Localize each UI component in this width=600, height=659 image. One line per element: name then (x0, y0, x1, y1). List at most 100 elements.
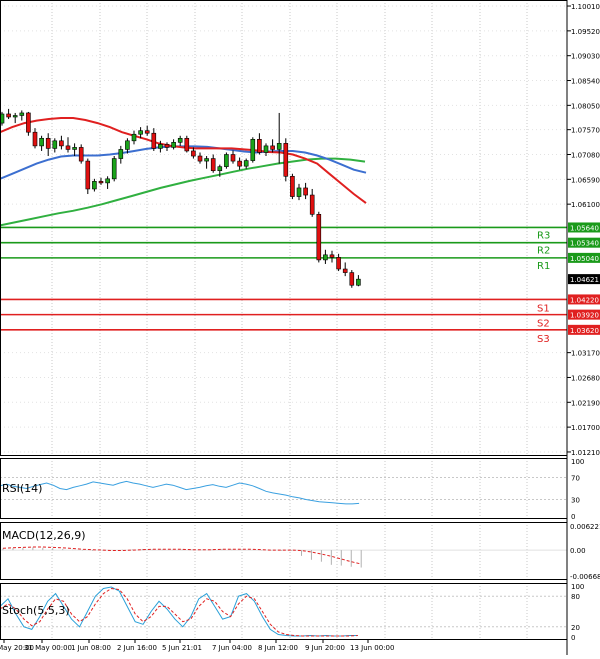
candle-body[interactable] (105, 178, 110, 184)
grid (0, 0, 567, 639)
candle-body[interactable] (263, 145, 269, 153)
price-tick-label: 1.09030 (571, 53, 600, 61)
candle-body[interactable] (250, 139, 256, 161)
candle-body[interactable] (283, 143, 289, 177)
macd-tick-label: 0.00 (570, 547, 586, 555)
stoch-tick-label: 80 (571, 593, 580, 601)
level-price-box (568, 294, 600, 305)
price-tick-label: 1.06100 (571, 201, 600, 209)
price-tick-label: 1.09520 (571, 28, 600, 36)
level-name-s1: S1 (537, 303, 550, 314)
candle-body[interactable] (59, 140, 64, 147)
candle-body[interactable] (342, 268, 348, 273)
candle-body[interactable] (276, 143, 282, 150)
moving-averages (0, 117, 367, 227)
macd-label: MACD(12,26,9) (2, 529, 86, 542)
candles[interactable] (0, 108, 361, 288)
candle-body[interactable] (164, 144, 170, 148)
macd-tick-label: 0.006221 (570, 523, 600, 531)
candle-body[interactable] (0, 113, 5, 124)
candle-body[interactable] (329, 254, 335, 258)
time-tick-label: 1 Jun 08:00 (71, 644, 111, 652)
candle-body[interactable] (12, 115, 18, 118)
time-tick-label: 2 Jun 16:00 (117, 644, 157, 652)
candle-body[interactable] (323, 254, 328, 261)
candle-body[interactable] (217, 166, 223, 172)
time-tick-label: 9 Jun 20:00 (305, 644, 345, 652)
candle-body[interactable] (184, 137, 190, 152)
candle-body[interactable] (270, 145, 275, 150)
candle-body[interactable] (316, 213, 322, 261)
candle-body[interactable] (85, 160, 91, 190)
candle-body[interactable] (204, 158, 209, 162)
rsi-panel[interactable] (0, 458, 567, 518)
level-price-box (568, 237, 600, 248)
time-tick-label: 5 Jun 21:01 (162, 644, 202, 652)
price-tick-label: 1.02190 (571, 399, 600, 407)
candle-body[interactable] (158, 144, 163, 149)
candle-body[interactable] (39, 137, 44, 147)
time-tick-label: 13 Jun 00:00 (350, 644, 394, 652)
level-name-r3: R3 (537, 230, 550, 241)
level-name-r1: R1 (537, 261, 550, 272)
rsi-tick-label: 30 (571, 497, 580, 505)
candle-body[interactable] (151, 132, 157, 149)
candle-body[interactable] (210, 158, 216, 172)
candle-body[interactable] (224, 154, 229, 167)
candle-body[interactable] (349, 272, 355, 286)
rsi-label: RSI(14) (2, 482, 42, 495)
current-price-box (568, 274, 600, 285)
panel-frame (0, 583, 568, 640)
candle-body[interactable] (303, 187, 308, 196)
candle-body[interactable] (72, 147, 77, 150)
candle-body[interactable] (52, 140, 58, 149)
candle-body[interactable] (45, 137, 51, 149)
candle-body[interactable] (237, 160, 242, 167)
candle-body[interactable] (290, 175, 295, 197)
time-tick-label: 30 May 20:00 (0, 644, 34, 652)
level-price-label: 1.03920 (570, 312, 599, 320)
price-tick-label: 1.08540 (571, 78, 600, 86)
current-price-label: 1.04621 (570, 276, 599, 284)
candle-body[interactable] (197, 155, 203, 162)
panel-frame (0, 0, 568, 456)
candle-body[interactable] (191, 150, 196, 157)
candle-body[interactable] (111, 158, 117, 180)
candle-body[interactable] (98, 181, 104, 184)
candle-body[interactable] (65, 145, 71, 150)
candle-body[interactable] (138, 130, 143, 135)
candle-body[interactable] (32, 131, 38, 147)
time-tick-label: 31 May 00:00 (24, 644, 72, 652)
candle-body[interactable] (19, 112, 25, 116)
candle-body[interactable] (257, 139, 262, 153)
stoch-label: Stoch(5,5,3) (2, 604, 70, 617)
candle-body[interactable] (356, 278, 361, 286)
candle-body[interactable] (336, 257, 341, 270)
rsi-tick-label: 70 (571, 475, 580, 483)
candle-body[interactable] (92, 181, 97, 190)
candle-body[interactable] (26, 112, 31, 133)
level-price-label: 1.03620 (570, 327, 599, 335)
stoch-panel[interactable] (0, 583, 567, 639)
candle-body[interactable] (177, 137, 183, 143)
candle-body[interactable] (243, 160, 249, 167)
price-tick-label: 1.07080 (571, 152, 600, 160)
candle-body[interactable] (309, 194, 315, 215)
candle-body[interactable] (230, 154, 236, 162)
candle-body[interactable] (125, 140, 130, 150)
candle-body[interactable] (296, 187, 302, 197)
candle-body[interactable] (171, 142, 176, 148)
candle-body[interactable] (6, 113, 11, 118)
level-price-label: 1.05640 (570, 224, 599, 232)
candle-body[interactable] (118, 149, 124, 159)
ma-slow-line (0, 157, 366, 227)
level-price-box (568, 252, 600, 263)
candle-body[interactable] (144, 130, 150, 134)
ma-fast-line (0, 117, 367, 204)
level-price-label: 1.04220 (570, 296, 599, 304)
candle-body[interactable] (131, 133, 137, 142)
level-price-label: 1.05340 (570, 240, 599, 248)
candle-body[interactable] (78, 147, 84, 162)
